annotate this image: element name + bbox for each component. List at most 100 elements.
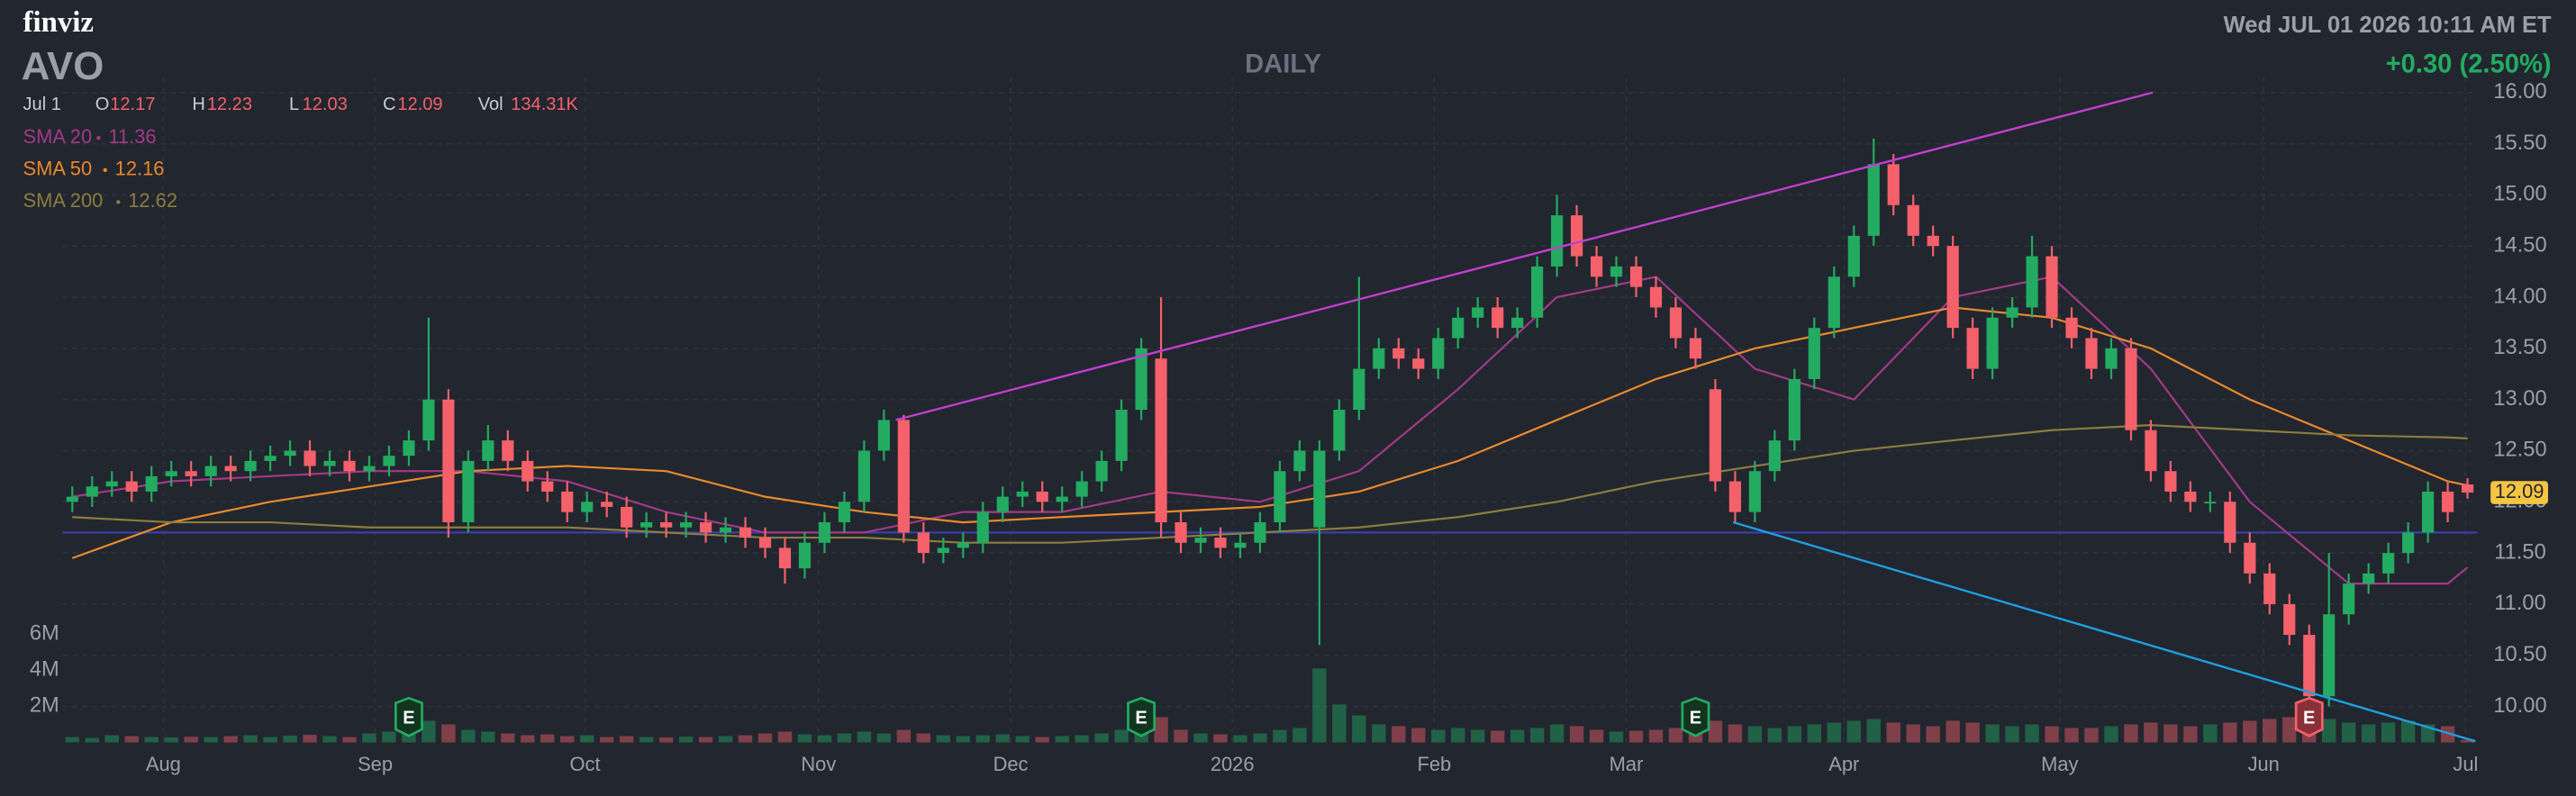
candle-body: [204, 466, 217, 476]
volume-tick-label: 2M: [30, 694, 59, 718]
candle-body: [1095, 460, 1108, 482]
y-tick-label: 14.50: [2493, 233, 2546, 257]
candle-body: [1056, 496, 1068, 502]
volume-bar: [2144, 722, 2158, 743]
earnings-marker[interactable]: E: [2294, 696, 2324, 737]
volume-bar: [1529, 728, 1545, 743]
volume-bar: [1708, 720, 1723, 743]
y-tick-label: 12.50: [2493, 439, 2546, 462]
candle-body: [2244, 542, 2256, 574]
candle-body: [86, 486, 98, 497]
candle-body: [2065, 317, 2078, 339]
x-tick-label: Mar: [1610, 753, 1644, 775]
candle-body: [758, 538, 772, 548]
volume-bar: [1827, 722, 1841, 743]
volume-bar: [995, 734, 1010, 743]
volume-bar: [2263, 719, 2277, 743]
volume-bar: [837, 733, 852, 743]
volume-bar: [382, 731, 396, 743]
volume-bar: [757, 733, 773, 743]
volume-bar: [1728, 724, 1743, 743]
volume-bar: [1114, 729, 1129, 743]
volume-bar: [1055, 736, 1069, 743]
candle-body: [897, 420, 910, 533]
x-tick-label: Sep: [358, 753, 393, 775]
volume-bar: [2183, 726, 2198, 743]
volume-bar: [2124, 724, 2138, 743]
volume-bar: [1926, 726, 1940, 743]
candle-body: [601, 502, 613, 507]
volume-bar: [422, 720, 436, 743]
candle-body: [937, 547, 949, 554]
volume-bar: [223, 736, 238, 743]
candle-body: [1748, 471, 1761, 512]
legend-key: O: [95, 95, 110, 114]
candle-body: [1531, 266, 1544, 318]
sma-legend-name: SMA 200: [23, 189, 104, 212]
candle-body: [1986, 317, 1999, 369]
earnings-marker[interactable]: E: [394, 696, 423, 737]
volume-bar: [1075, 735, 1089, 743]
candle-body: [1966, 328, 1979, 369]
candle-body: [2442, 491, 2454, 512]
candle-body: [857, 450, 870, 502]
volume-bar: [1411, 728, 1426, 743]
candle-body: [581, 502, 594, 512]
volume-bar: [2005, 726, 2019, 743]
volume-bar: [1372, 724, 1386, 743]
candle-body: [621, 506, 633, 528]
earnings-badge: [1681, 696, 1710, 737]
candle-body: [680, 522, 693, 528]
volume-bar: [2025, 724, 2039, 743]
volume-bar: [1352, 715, 1366, 743]
candle-body: [1649, 286, 1663, 308]
candle-body: [1610, 266, 1623, 277]
candle-body: [1274, 471, 1286, 523]
candle-body: [502, 440, 514, 461]
candle-body: [165, 471, 177, 476]
volume-bar: [1767, 728, 1782, 743]
volume-bar: [1293, 728, 1307, 743]
candle-body: [2283, 603, 2296, 636]
candle-body: [1669, 307, 1683, 339]
volume-bar: [658, 737, 674, 743]
candle-body: [2224, 502, 2236, 543]
earnings-marker[interactable]: E: [1681, 696, 1710, 737]
volume-bar: [2361, 724, 2376, 743]
x-tick-label: Jul: [2453, 753, 2478, 775]
volume-bar: [1549, 724, 1565, 743]
candle-body: [1946, 246, 1959, 329]
candle-body: [2461, 484, 2474, 493]
candle-body: [422, 399, 435, 441]
candle-body: [699, 522, 712, 533]
candle-body: [1570, 215, 1583, 257]
x-tick-label: Aug: [146, 753, 181, 775]
volume-tick-label: 4M: [30, 658, 59, 682]
candle-body: [818, 522, 831, 543]
candle-body: [541, 481, 554, 492]
candle-body: [403, 440, 415, 457]
candle-body: [1927, 235, 1939, 247]
candle-body: [1293, 450, 1306, 472]
volume-bar: [1174, 729, 1188, 743]
candle-body: [1492, 307, 1504, 329]
volume-bar: [501, 733, 515, 743]
logo[interactable]: finviz: [23, 6, 94, 39]
candle-body: [1135, 348, 1147, 411]
candle-body: [343, 460, 356, 472]
volume-bar: [362, 733, 376, 743]
y-tick-label: 11.00: [2494, 592, 2546, 615]
volume-bar: [1451, 728, 1465, 743]
candle-body: [1333, 410, 1346, 451]
volume-bar: [322, 736, 337, 743]
sma-legend-dot: [116, 200, 121, 204]
x-tick-label: Apr: [1828, 753, 1859, 775]
x-tick-label: Nov: [801, 753, 836, 775]
volume-bar: [2243, 720, 2257, 743]
volume-bar: [1471, 729, 1485, 743]
volume-bar: [1213, 734, 1228, 743]
volume-bar: [1233, 735, 1247, 743]
sma-legend-name: SMA 50: [23, 158, 93, 180]
earnings-marker[interactable]: E: [1127, 696, 1156, 737]
volume-bar: [2381, 722, 2396, 743]
